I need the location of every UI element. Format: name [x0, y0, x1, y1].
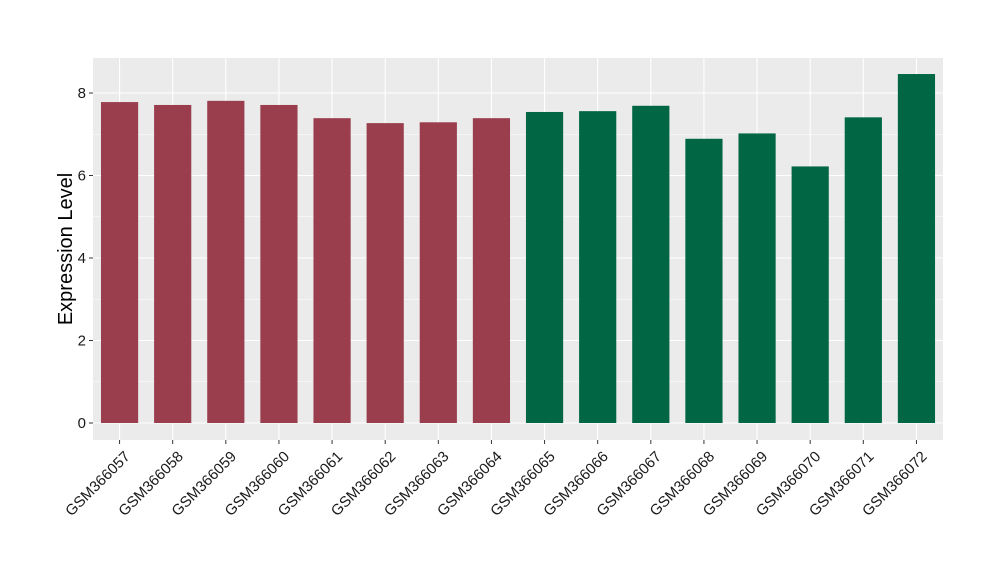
bar-GSM366063	[419, 122, 457, 423]
bar-GSM366057	[100, 102, 139, 423]
bar-GSM366070	[791, 166, 829, 424]
bars	[100, 74, 936, 424]
y-axis: 0 2 4 6 8	[78, 85, 93, 432]
y-tick-label: 4	[78, 250, 86, 267]
bar-GSM366065	[525, 111, 564, 423]
bar-GSM366059	[207, 100, 245, 424]
bar-GSM366064	[472, 118, 511, 423]
y-axis-title: Expression Level	[55, 173, 77, 325]
x-axis: GSM366057GSM366058GSM366059GSM366060GSM3…	[62, 440, 931, 520]
y-tick-label: 0	[78, 415, 86, 432]
bar-GSM366069	[738, 133, 776, 424]
bar-GSM366060	[260, 104, 298, 424]
bar-GSM366066	[579, 111, 617, 424]
bar-GSM366068	[685, 138, 723, 423]
bar-GSM366071	[844, 117, 882, 424]
bar-GSM366058	[154, 104, 192, 424]
bar-GSM366061	[313, 118, 351, 423]
y-tick-label: 8	[78, 85, 86, 102]
bar-GSM366072	[897, 74, 936, 424]
bar-GSM366067	[632, 105, 670, 423]
y-tick-label: 2	[78, 333, 86, 350]
bar-GSM366062	[366, 123, 404, 424]
y-tick-label: 6	[78, 168, 86, 185]
